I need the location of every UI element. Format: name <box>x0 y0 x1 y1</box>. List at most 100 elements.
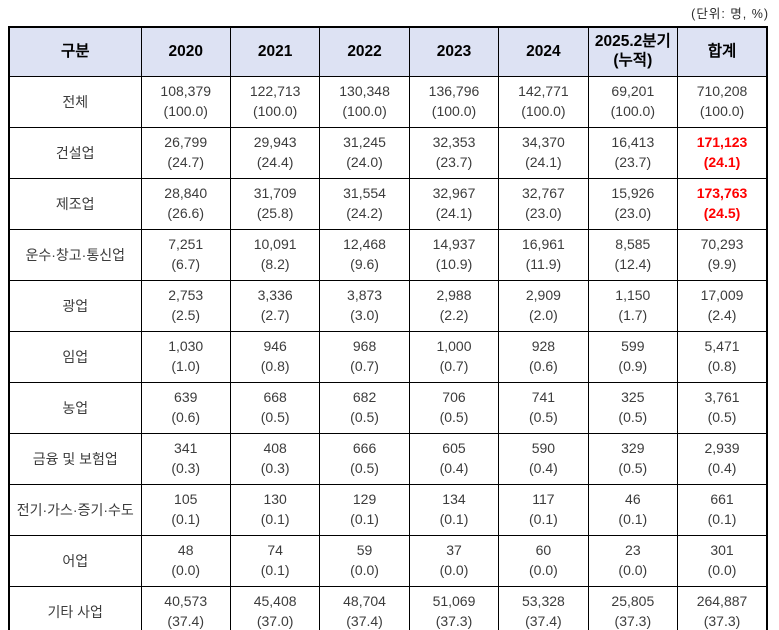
data-cell: 15,926 (23.0) <box>587 178 679 230</box>
data-cell: 130 (0.1) <box>229 484 321 536</box>
data-cell: 605 (0.4) <box>408 433 500 485</box>
table-row: 어업 48 (0.0) 74 (0.1) 59 (0.0) 37 (0.0) 60 (0.0) 23(… <box>8 535 768 587</box>
data-cell: 325 (0.5) <box>587 382 679 434</box>
data-cell: 301 (0.0) <box>677 535 768 587</box>
data-cell: 40,573 (37.4) <box>140 586 231 630</box>
data-cell: 14,937 (10.9) <box>408 229 500 281</box>
row-label: 전체 <box>8 76 142 128</box>
column-header: 2023 <box>408 26 500 77</box>
data-cell: 32,767 (23.0) <box>498 178 589 230</box>
data-cell: 48,704 (37.4) <box>319 586 410 630</box>
data-cell: 23 (0.0) <box>587 535 679 587</box>
data-cell: 3,761 (0.5) <box>677 382 768 434</box>
data-cell: 173,763 (24.5) <box>677 178 768 230</box>
data-cell: 130,348 (100.0) <box>319 76 410 128</box>
data-cell: 706 (0.5) <box>408 382 500 434</box>
table-row: 전체 108,379 (100.0) 122,713 (100.0) 130,348 (10… <box>8 76 768 128</box>
unit-label: (단위: 명, %) <box>691 7 769 21</box>
data-cell: 639 (0.6) <box>140 382 231 434</box>
column-header: 2022 <box>319 26 410 77</box>
data-cell: 28,840 (26.6) <box>140 178 231 230</box>
table-row: 전기·가스·증기·수도 105 (0.1) 130 (0.1) 129 (0.1) 134 (0… <box>8 484 768 536</box>
table-row: 농업 639 (0.6) 668 (0.5) 682 (0.5) 706 (0.5) 741 (0.… <box>8 382 768 434</box>
data-cell: 2,939 (0.4) <box>677 433 768 485</box>
table-row: 제조업 28,840 (26.6) 31,709 (25.8) 31,554 (24.2) 3… <box>8 178 768 230</box>
data-cell: 741 (0.5) <box>498 382 589 434</box>
data-cell: 12,468 (9.6) <box>319 229 410 281</box>
data-cell: 122,713 (100.0) <box>229 76 321 128</box>
data-cell: 59 (0.0) <box>319 535 410 587</box>
table-row: 운수·창고·통신업 7,251 (6.7) 10,091 (8.2) 12,468 (9.6… <box>8 229 768 281</box>
table-row: 임업 1,030 (1.0) 946 (0.8) 968 (0.7) 1,000 (0.7) 92… <box>8 331 768 383</box>
data-cell: 29,943 (24.4) <box>229 127 321 179</box>
data-cell: 134 (0.1) <box>408 484 500 536</box>
row-label: 전기·가스·증기·수도 <box>8 484 142 536</box>
row-label: 제조업 <box>8 178 142 230</box>
data-cell: 171,123 (24.1) <box>677 127 768 179</box>
data-cell: 666 (0.5) <box>319 433 410 485</box>
row-label: 기타 사업 <box>8 586 142 630</box>
column-header: 합계 <box>677 26 768 77</box>
row-label: 금융 및 보험업 <box>8 433 142 485</box>
row-label: 건설업 <box>8 127 142 179</box>
table-row: 금융 및 보험업 341 (0.3) 408 (0.3) 666 (0.5) 605 (0.4)… <box>8 433 768 485</box>
row-label: 광업 <box>8 280 142 332</box>
data-cell: 710,208 (100.0) <box>677 76 768 128</box>
data-cell: 51,069 (37.3) <box>408 586 500 630</box>
data-cell: 70,293 (9.9) <box>677 229 768 281</box>
data-cell: 10,091 (8.2) <box>229 229 321 281</box>
data-cell: 2,753 (2.5) <box>140 280 231 332</box>
data-cell: 142,771 (100.0) <box>498 76 589 128</box>
data-cell: 264,887 (37.3) <box>677 586 768 630</box>
data-cell: 31,709 (25.8) <box>229 178 321 230</box>
data-cell: 8,585 (12.4) <box>587 229 679 281</box>
column-header: 2025.2분기 (누적) <box>587 26 679 77</box>
table-row: 기타 사업 40,573 (37.4) 45,408 (37.0) 48,704 (37.4… <box>8 586 768 630</box>
data-cell: 32,353 (23.7) <box>408 127 500 179</box>
data-cell: 2,909 (2.0) <box>498 280 589 332</box>
row-label: 어업 <box>8 535 142 587</box>
row-label: 운수·창고·통신업 <box>8 229 142 281</box>
data-cell: 928 (0.6) <box>498 331 589 383</box>
column-header: 2024 <box>498 26 589 77</box>
data-cell: 408 (0.3) <box>229 433 321 485</box>
table-header: 구분 2020 2021 2022 2023 2024 2025.2분기 (누적) 합계 <box>8 26 768 77</box>
row-label: 농업 <box>8 382 142 434</box>
data-cell: 53,328 (37.4) <box>498 586 589 630</box>
data-cell: 329 (0.5) <box>587 433 679 485</box>
data-cell: 682 (0.5) <box>319 382 410 434</box>
data-cell: 48 (0.0) <box>140 535 231 587</box>
data-cell: 590 (0.4) <box>498 433 589 485</box>
table-body: 전체 108,379 (100.0) 122,713 (100.0) 130,348 (10… <box>8 76 768 630</box>
data-cell: 1,000 (0.7) <box>408 331 500 383</box>
data-cell: 32,967 (24.1) <box>408 178 500 230</box>
column-header: 2020 <box>140 26 231 77</box>
data-cell: 74 (0.1) <box>229 535 321 587</box>
table-row: 건설업 26,799 (24.7) 29,943 (24.4) 31,245 (24.0) 3… <box>8 127 768 179</box>
row-label: 임업 <box>8 331 142 383</box>
data-cell: 16,413 (23.7) <box>587 127 679 179</box>
header-row: 구분 2020 2021 2022 2023 2024 2025.2분기 (누적) 합계 <box>8 26 768 77</box>
data-cell: 37 (0.0) <box>408 535 500 587</box>
data-cell: 136,796 (100.0) <box>408 76 500 128</box>
data-cell: 341 (0.3) <box>140 433 231 485</box>
data-cell: 668 (0.5) <box>229 382 321 434</box>
data-cell: 3,873 (3.0) <box>319 280 410 332</box>
data-cell: 946 (0.8) <box>229 331 321 383</box>
data-cell: 968 (0.7) <box>319 331 410 383</box>
data-cell: 3,336 (2.7) <box>229 280 321 332</box>
data-cell: 60 (0.0) <box>498 535 589 587</box>
column-header-category: 구분 <box>8 26 142 77</box>
data-cell: 1,150 (1.7) <box>587 280 679 332</box>
data-cell: 16,961 (11.9) <box>498 229 589 281</box>
table-row: 광업 2,753 (2.5) 3,336 (2.7) 3,873 (3.0) 2,988 (2.… <box>8 280 768 332</box>
data-cell: 2,988 (2.2) <box>408 280 500 332</box>
column-header: 2021 <box>229 26 321 77</box>
data-cell: 117 (0.1) <box>498 484 589 536</box>
data-cell: 7,251 (6.7) <box>140 229 231 281</box>
data-cell: 661 (0.1) <box>677 484 768 536</box>
data-cell: 25,805 (37.3) <box>587 586 679 630</box>
data-cell: 31,245 (24.0) <box>319 127 410 179</box>
data-cell: 108,379 (100.0) <box>140 76 231 128</box>
data-cell: 34,370 (24.1) <box>498 127 589 179</box>
